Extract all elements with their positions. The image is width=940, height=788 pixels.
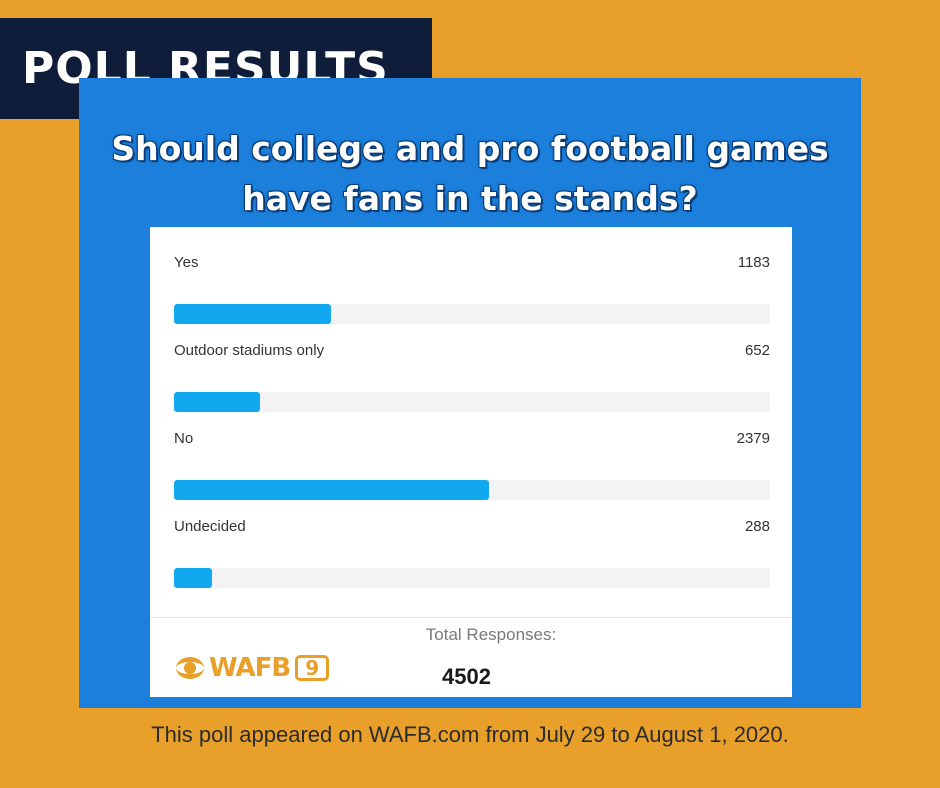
- option-label: No: [174, 430, 194, 447]
- poll-option-row: Outdoor stadiums only 652: [174, 325, 770, 412]
- option-bar-fill: [174, 568, 212, 588]
- option-bar-track: [174, 480, 770, 500]
- option-bar-fill: [174, 480, 489, 500]
- option-bar-track: [174, 304, 770, 324]
- option-count: 288: [744, 518, 770, 535]
- question-line-2: have fans in the stands?: [242, 179, 698, 218]
- option-count: 2379: [736, 430, 770, 447]
- option-bar-fill: [174, 304, 331, 324]
- option-bar-track: [174, 392, 770, 412]
- option-label: Yes: [174, 254, 199, 271]
- option-bar-track: [174, 568, 770, 588]
- logo-channel-number: 9: [295, 655, 330, 681]
- total-responses-label: Total Responses:: [425, 625, 557, 644]
- cbs-eye-icon: [176, 657, 204, 679]
- results-card: Yes 1183 Outdoor stadiums only 652 No 2379 Und…: [150, 227, 792, 697]
- wafb-logo: WAFB 9: [175, 653, 330, 683]
- poll-question: Should college and pro football games ha…: [79, 124, 861, 224]
- option-bar-fill: [174, 392, 260, 412]
- poll-footer-note: This poll appeared on WAFB.com from July…: [151, 722, 789, 747]
- poll-option-row: Yes 1183: [174, 237, 770, 324]
- poll-option-row: Undecided 288: [174, 501, 770, 588]
- option-count: 1183: [737, 254, 770, 271]
- total-responses-value: 4502: [442, 664, 491, 689]
- logo-wordmark: WAFB: [209, 653, 291, 683]
- option-label: Undecided: [174, 518, 246, 535]
- option-count: 652: [744, 342, 770, 359]
- option-label: Outdoor stadiums only: [174, 342, 325, 359]
- results-divider: [150, 617, 792, 618]
- question-line-1: Should college and pro football games: [111, 129, 829, 168]
- poll-option-row: No 2379: [174, 413, 770, 500]
